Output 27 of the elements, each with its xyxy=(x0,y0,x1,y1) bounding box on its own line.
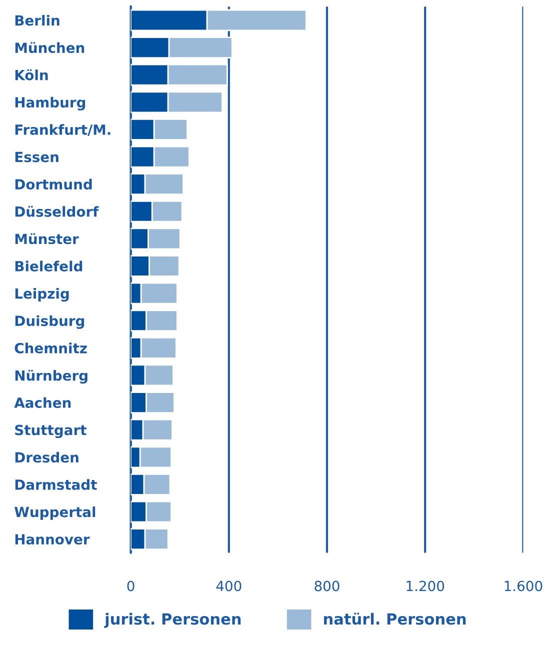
y-tick-label: Frankfurt/M. xyxy=(15,124,110,136)
x-tick-label: 0 xyxy=(127,580,134,592)
y-tick-label: Hannover xyxy=(15,534,90,545)
y-tick-label: Bielefeld xyxy=(15,260,82,272)
y-tick-label: Stuttgart xyxy=(15,424,86,438)
y-tick-label: Nürnberg xyxy=(15,370,88,384)
x-tick-label: 800 xyxy=(314,580,340,592)
legend-label: natürl. Personen xyxy=(324,612,466,625)
y-tick-label: Duisburg xyxy=(15,315,84,329)
y-tick-label: Dortmund xyxy=(15,178,92,190)
y-tick-label: Dresden xyxy=(15,452,78,463)
y-tick-label: Berlin xyxy=(15,14,60,26)
y-tick-label: Münster xyxy=(15,233,79,244)
legend-label: jurist. Personen xyxy=(104,612,241,628)
y-tick-label: Darmstadt xyxy=(15,479,97,490)
y-tick-label: Chemnitz xyxy=(14,342,87,354)
y-tick-label: Wuppertal xyxy=(14,506,96,520)
y-tick-label: Essen xyxy=(15,152,58,162)
x-tick-label: 1.600 xyxy=(504,580,542,592)
y-tick-label: Hamburg xyxy=(15,96,86,110)
y-tick-label: Aachen xyxy=(14,397,71,408)
y-tick-label: Köln xyxy=(15,69,48,80)
x-tick-label: 1.200 xyxy=(406,580,444,592)
y-tick-label: Düsseldorf xyxy=(15,206,99,217)
y-tick-label: München xyxy=(15,42,84,54)
y-tick-label: Leipzig xyxy=(15,288,69,302)
x-tick-label: 400 xyxy=(216,580,242,592)
